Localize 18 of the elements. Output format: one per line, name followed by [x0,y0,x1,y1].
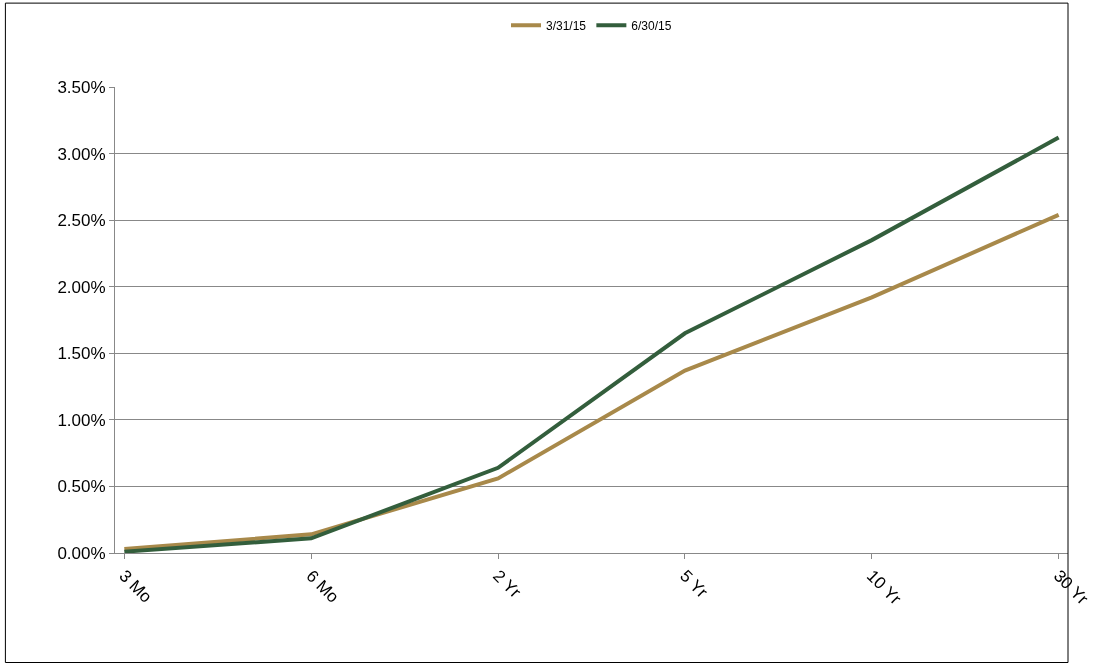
x-tick-label: 30 Yr [1049,566,1093,609]
y-tick-label: 0.00% [57,543,106,563]
x-tick-label: 6 Mo [302,566,343,607]
y-tick-label: 3.00% [57,144,106,164]
line-series [122,135,1061,553]
line-series [122,212,1061,552]
y-tick-label: 1.00% [57,410,106,430]
x-tick-label: 5 Yr [676,566,712,602]
x-tick-label: 10 Yr [862,566,906,609]
y-tick-label: 2.50% [57,211,106,231]
y-tick-label: 0.50% [57,477,106,497]
x-tick-label: 2 Yr [489,566,525,602]
y-tick-label: 2.00% [57,277,106,297]
legend-label: 3/31/15 [546,18,587,33]
legend-label: 6/30/15 [631,18,672,33]
x-tick-label: 3 Mo [115,566,156,607]
y-tick-label: 3.50% [57,77,106,97]
y-tick-label: 1.50% [57,344,106,364]
